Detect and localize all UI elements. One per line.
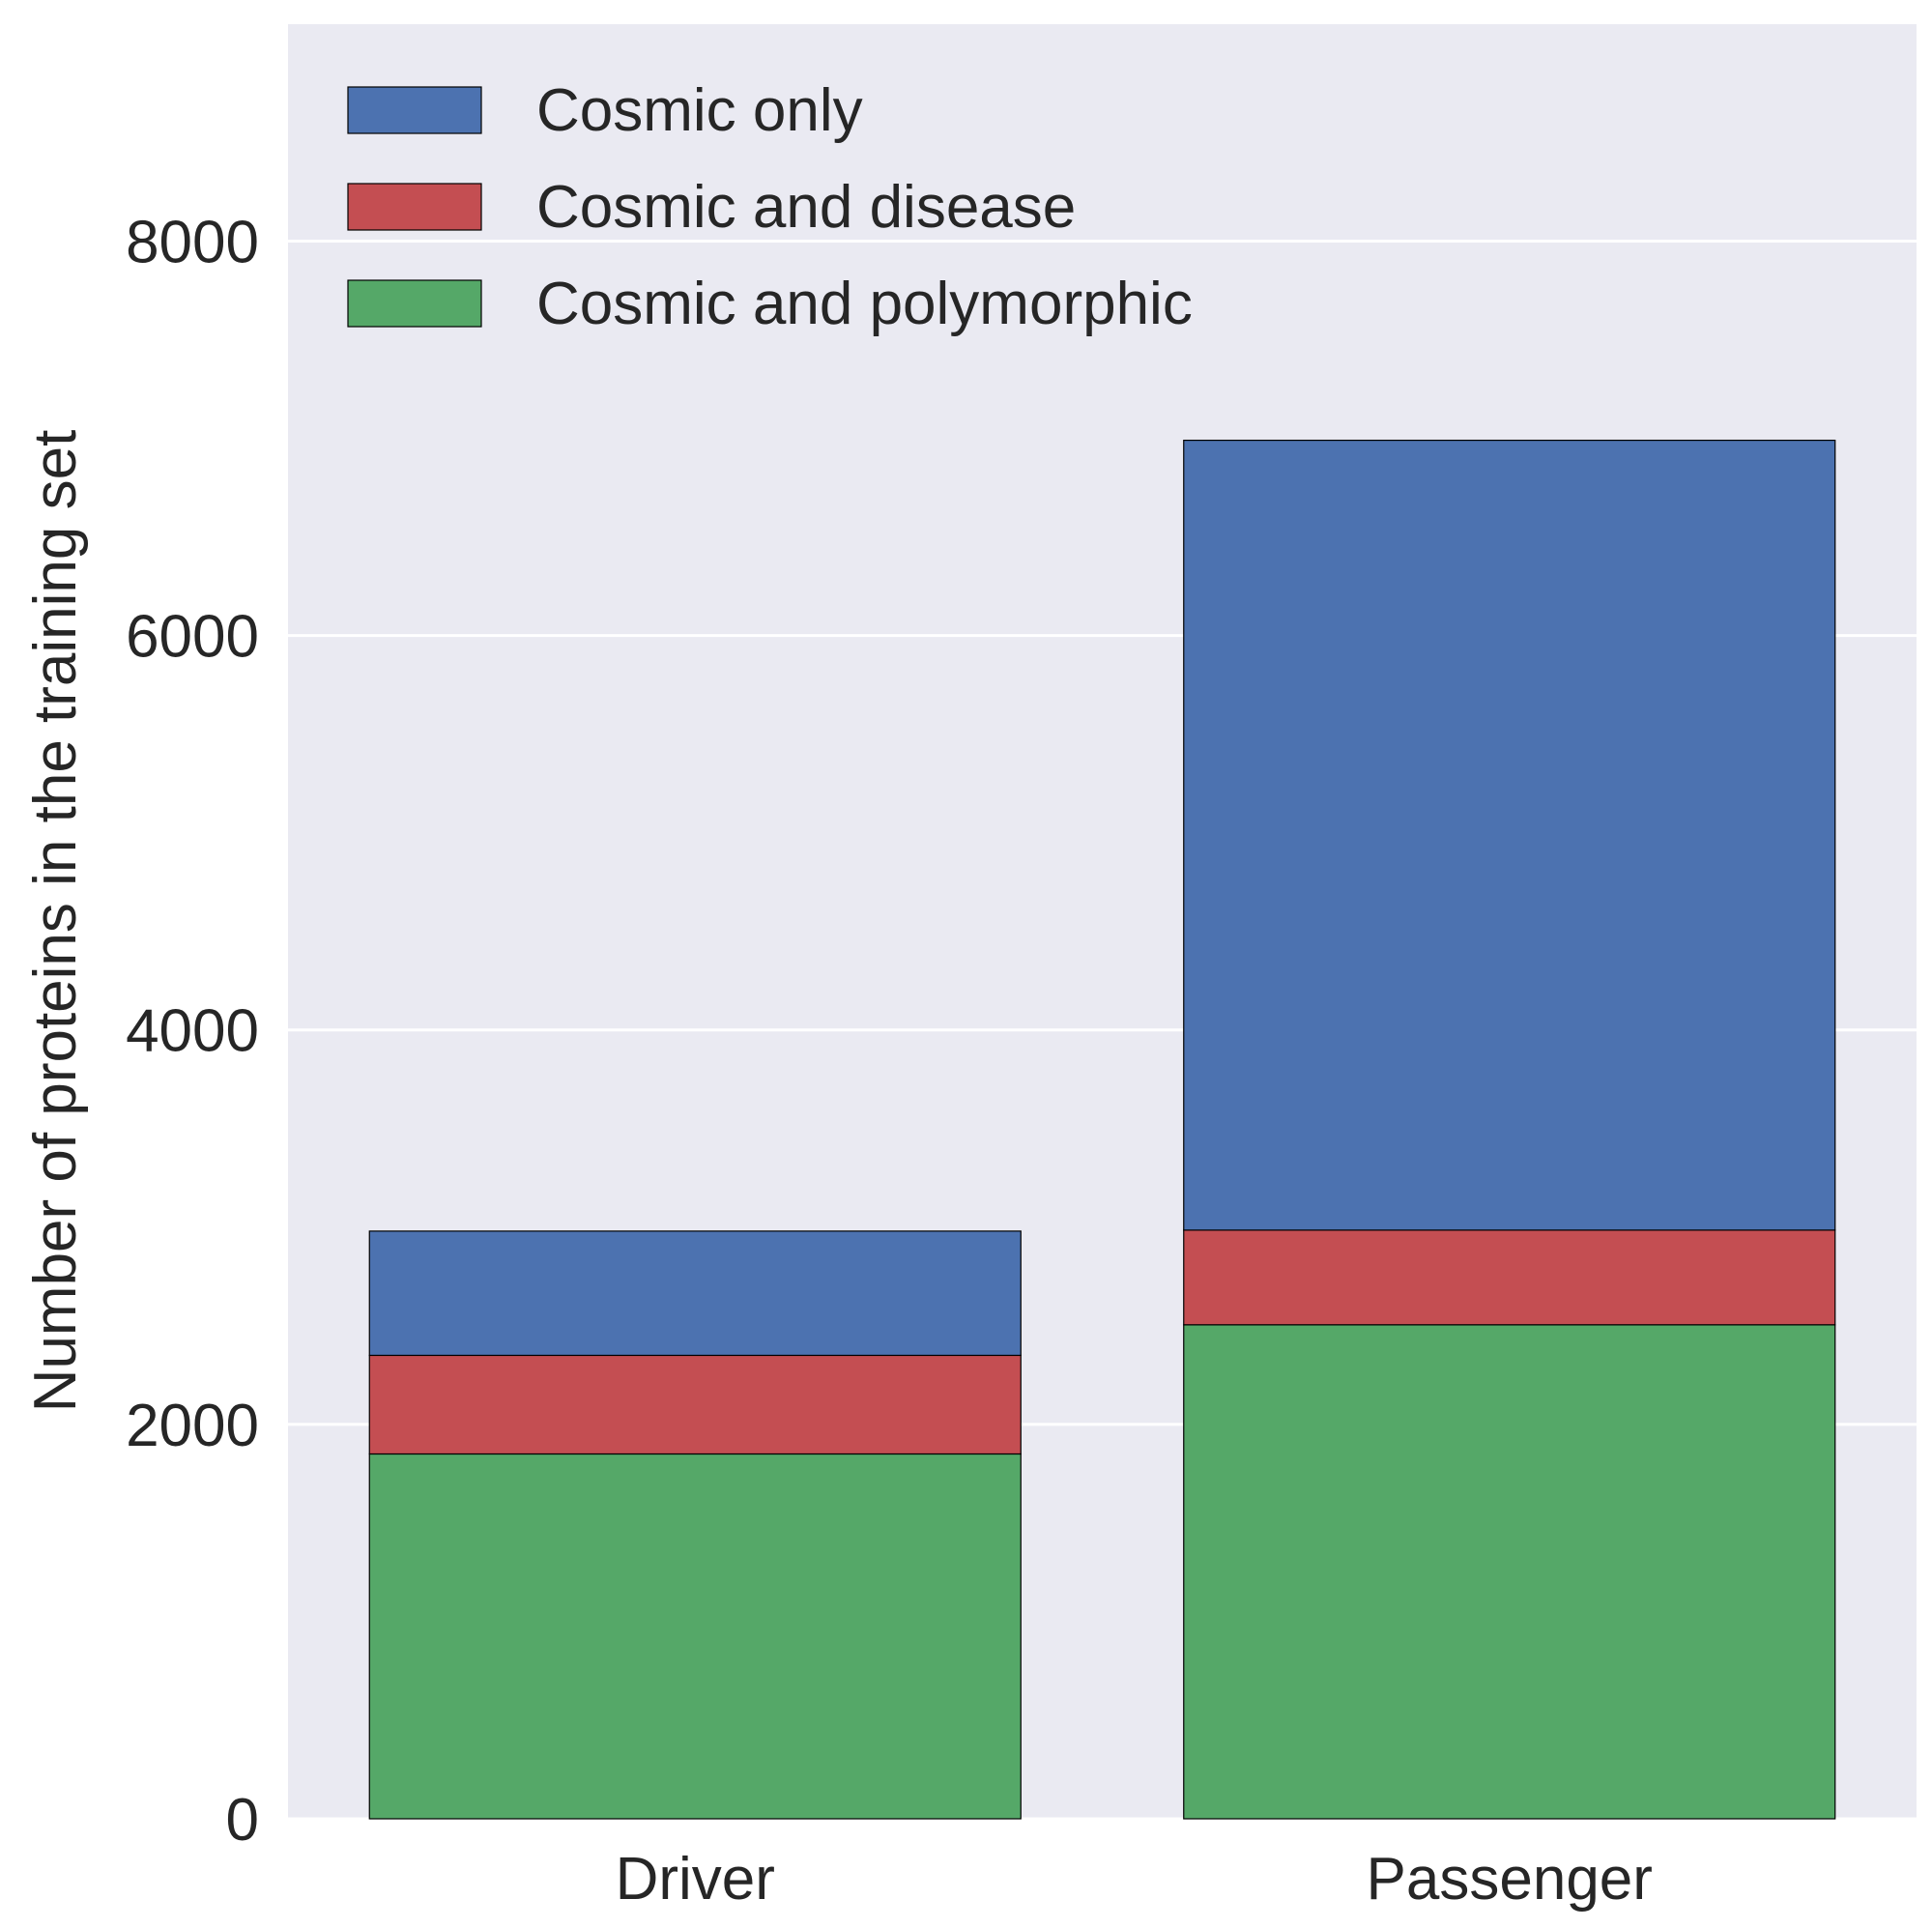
legend-swatch-cosmic-and-polymorphic	[347, 279, 482, 328]
bar-passenger-cosmic-only	[1183, 439, 1836, 1231]
legend-label-cosmic-only: Cosmic only	[536, 77, 863, 144]
y-tick-label: 6000	[126, 604, 259, 671]
y-tick-label: 2000	[126, 1393, 259, 1459]
y-tick-label: 0	[226, 1787, 259, 1854]
legend-swatch-cosmic-and-disease	[347, 183, 482, 231]
x-tick-label: Passenger	[1367, 1846, 1653, 1913]
bar-driver-cosmic-and-polymorphic	[368, 1453, 1022, 1820]
y-tick-label: 8000	[126, 209, 259, 275]
legend-swatch-cosmic-only	[347, 86, 482, 134]
y-tick-label: 4000	[126, 998, 259, 1065]
bar-passenger-cosmic-and-polymorphic	[1183, 1324, 1836, 1820]
legend: Cosmic only Cosmic and disease Cosmic and …	[347, 77, 1193, 337]
bars	[368, 439, 1836, 1820]
bar-passenger-cosmic-and-disease	[1183, 1229, 1836, 1326]
y-tick-labels: 0 2000 4000 6000 8000	[126, 209, 259, 1854]
legend-label-cosmic-and-disease: Cosmic and disease	[536, 174, 1076, 241]
x-tick-labels: Driver Passenger	[616, 1846, 1653, 1913]
bar-driver-cosmic-only	[368, 1230, 1022, 1357]
y-axis-label: Number of proteins in the training set	[22, 430, 89, 1413]
legend-label-cosmic-and-polymorphic: Cosmic and polymorphic	[536, 271, 1193, 337]
x-tick-label: Driver	[616, 1846, 775, 1913]
bar-driver-cosmic-and-disease	[368, 1354, 1022, 1455]
